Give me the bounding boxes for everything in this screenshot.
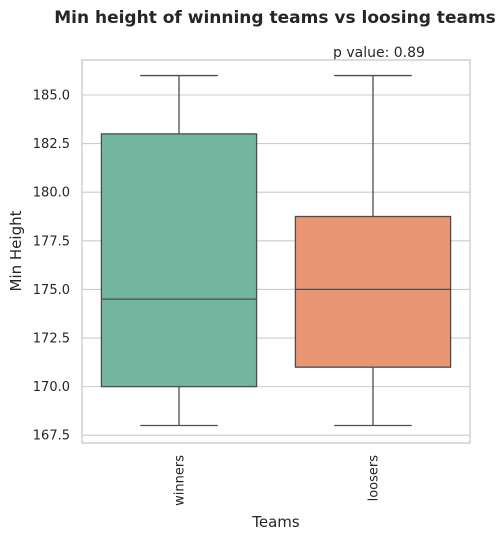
boxes <box>101 76 450 426</box>
box-winners <box>101 76 256 426</box>
y-tick-label: 182.5 <box>33 137 70 152</box>
y-tick-label: 167.5 <box>33 429 70 444</box>
y-tick-label: 175.0 <box>33 283 70 298</box>
y-tick-label: 185.0 <box>33 88 70 103</box>
iqr-box <box>101 134 256 387</box>
y-tick-label: 177.5 <box>33 234 70 249</box>
chart-title: Min height of winning teams vs loosing t… <box>54 8 496 28</box>
p-value-annotation: p value: 0.89 <box>333 45 425 61</box>
x-tick-label: loosers <box>367 455 382 502</box>
x-tick-labels: winners loosers <box>173 455 382 506</box>
y-tick-label: 170.0 <box>33 380 70 395</box>
x-tick-label: winners <box>173 455 188 506</box>
x-axis-label: Teams <box>251 513 300 531</box>
y-tick-labels: 167.5 170.0 172.5 175.0 177.5 180.0 182.5 185.0 <box>33 88 70 443</box>
y-tick-label: 172.5 <box>33 332 70 347</box>
y-tick-label: 180.0 <box>33 186 70 201</box>
iqr-box <box>295 217 450 368</box>
y-axis-label: Min Height <box>7 210 25 291</box>
box-loosers <box>295 76 450 426</box>
